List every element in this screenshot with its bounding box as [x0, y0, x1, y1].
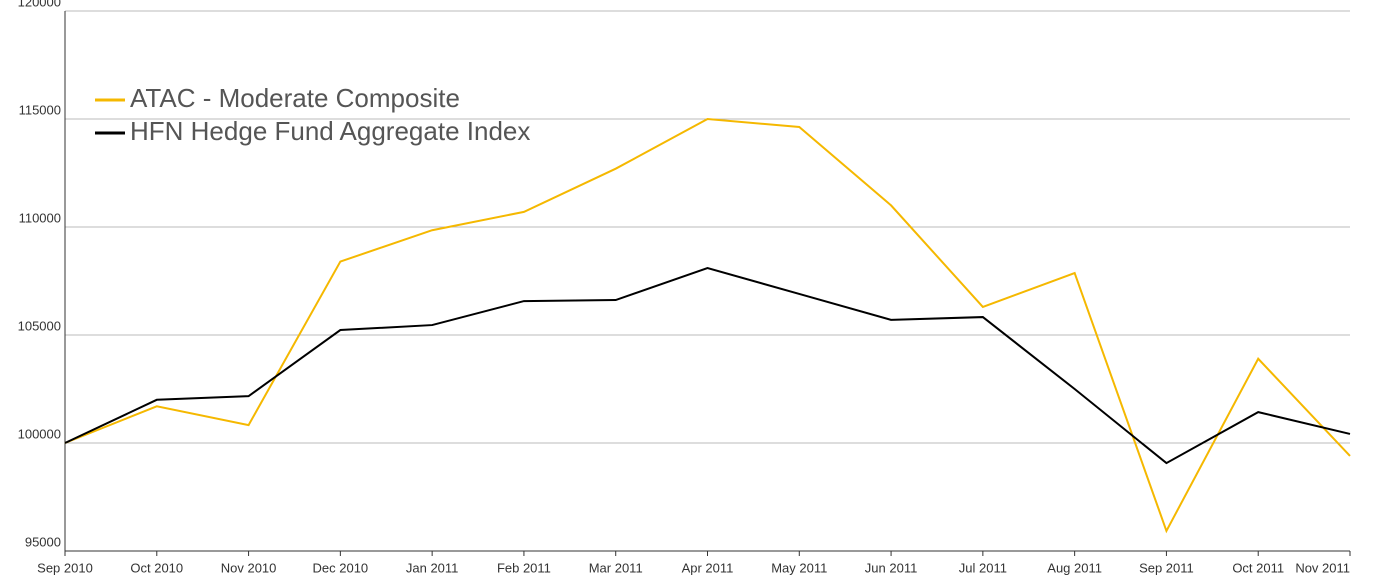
y-tick-label: 105000 [18, 318, 61, 333]
y-tick-label: 120000 [18, 0, 61, 9]
y-tick-label: 100000 [18, 426, 61, 441]
x-tick-label: Jul 2011 [959, 560, 1007, 575]
x-tick-label: Jun 2011 [865, 560, 918, 575]
y-tick-label: 110000 [19, 210, 61, 225]
x-tick-label: Oct 2010 [130, 560, 183, 575]
x-tick-label: Sep 2011 [1139, 560, 1194, 575]
series-line [64, 266, 1351, 465]
legend-label: HFN Hedge Fund Aggregate Index [130, 116, 530, 146]
x-tick-label: Feb 2011 [497, 560, 551, 575]
series-line [64, 117, 1351, 534]
x-tick-label: Sep 2010 [37, 560, 93, 575]
x-tick-label: Apr 2011 [682, 560, 734, 575]
x-tick-label: Nov 2010 [221, 560, 277, 575]
x-tick-label: May 2011 [771, 560, 827, 575]
legend-label: ATAC - Moderate Composite [130, 83, 460, 113]
x-tick-label: Mar 2011 [589, 560, 643, 575]
x-tick-label: Jan 2011 [406, 560, 459, 575]
y-tick-label: 95000 [25, 534, 61, 549]
x-tick-label: Oct 2011 [1232, 560, 1284, 575]
y-tick-label: 115000 [19, 102, 61, 117]
x-tick-label: Dec 2010 [313, 560, 369, 575]
x-tick-label: Nov 2011 [1295, 560, 1350, 575]
x-tick-label: Aug 2011 [1047, 560, 1102, 575]
